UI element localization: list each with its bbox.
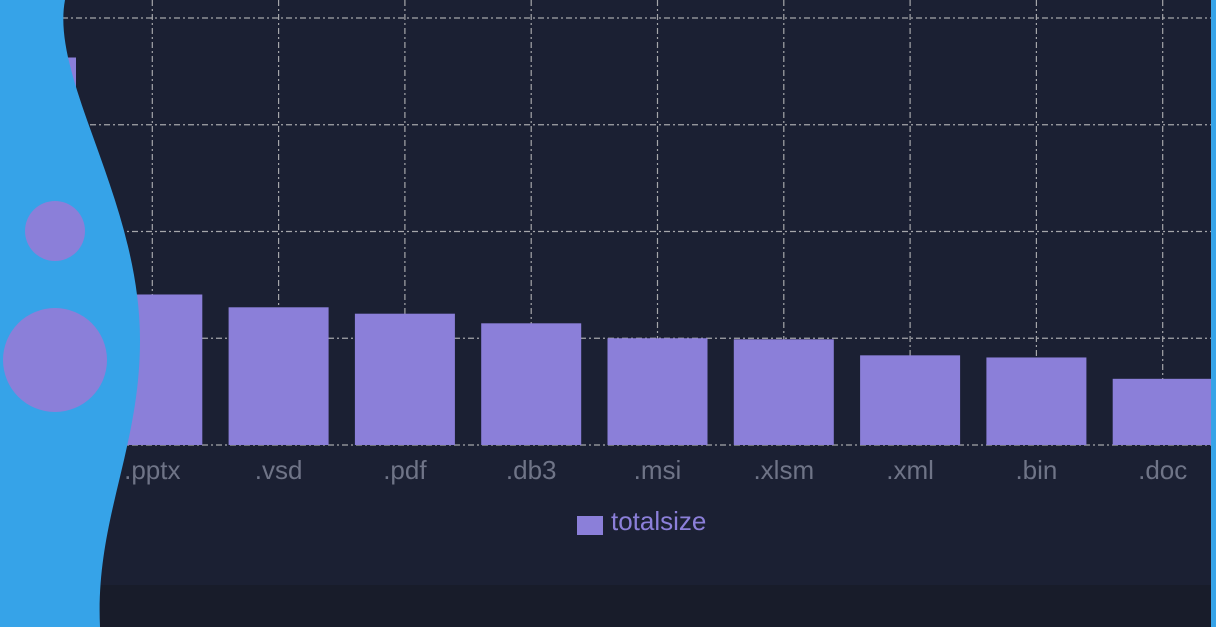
- bar: [481, 323, 581, 445]
- bar: [986, 357, 1086, 445]
- x-tick-label: .msi: [634, 455, 682, 485]
- x-tick-label: .bin: [1015, 455, 1057, 485]
- plot-area: .pptx .vsd .pdf .db3 .msi .xlsm .xml .bin .doc to…: [0, 0, 1213, 536]
- circle-decoration: [3, 308, 107, 412]
- page: {"chart_data": {"type": "bar", "categori…: [0, 0, 1216, 627]
- footer-band: [0, 585, 1216, 627]
- x-tick-label: .xml: [886, 455, 934, 485]
- bar: [734, 339, 834, 445]
- chart: .pptx .vsd .pdf .db3 .msi .xlsm .xml .bin .doc to…: [0, 0, 1216, 627]
- legend-swatch: [577, 516, 603, 535]
- bar: [229, 307, 329, 445]
- x-tick-label: .doc: [1138, 455, 1187, 485]
- bar: [860, 355, 960, 445]
- bar: [355, 314, 455, 445]
- x-tick-label: .pptx: [124, 455, 180, 485]
- circle-decoration: [25, 201, 85, 261]
- x-tick-label: .xlsm: [753, 455, 814, 485]
- x-tick-label: .vsd: [255, 455, 303, 485]
- x-tick-label: .pdf: [383, 455, 427, 485]
- edge-strip: [1211, 0, 1216, 627]
- x-tick-label: .db3: [506, 455, 557, 485]
- bar: [608, 338, 708, 445]
- bar: [1113, 379, 1213, 445]
- legend-label: totalsize: [611, 506, 706, 536]
